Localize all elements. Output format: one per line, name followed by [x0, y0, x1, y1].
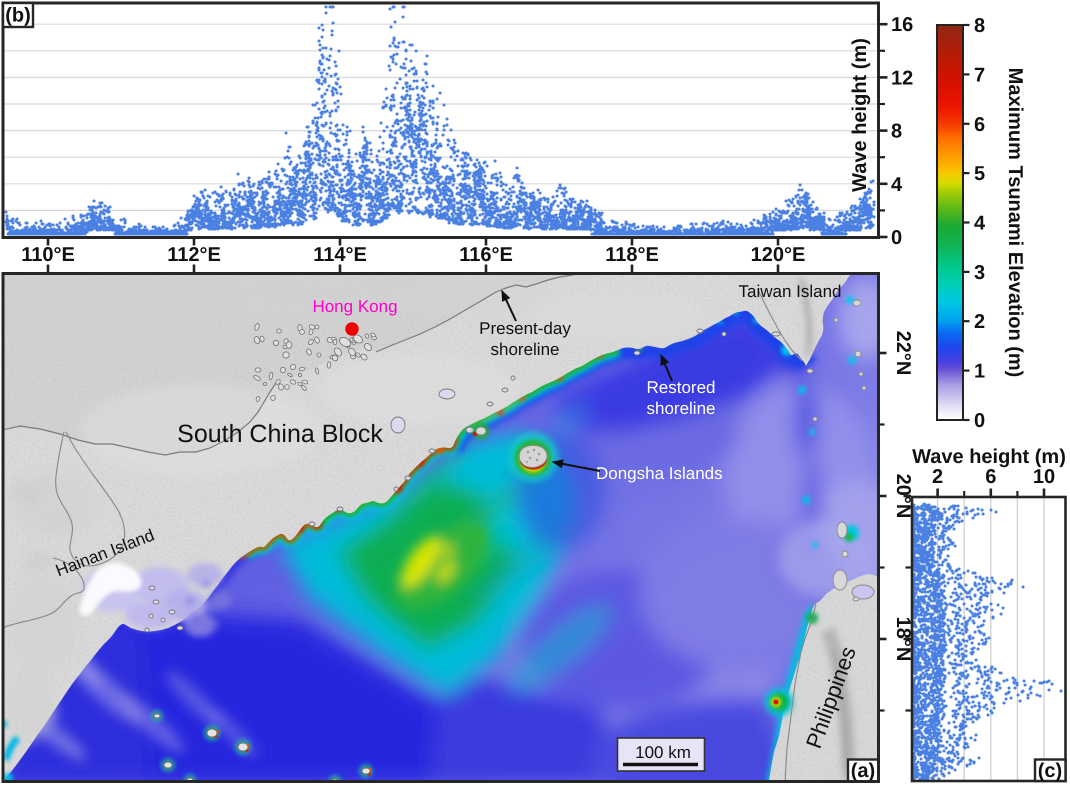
svg-text:5: 5 — [974, 163, 985, 185]
svg-text:114°E: 114°E — [313, 244, 367, 266]
svg-text:Maximum Tsunami Elevation (m): Maximum Tsunami Elevation (m) — [1004, 68, 1026, 378]
svg-text:Dongsha Islands: Dongsha Islands — [596, 464, 723, 483]
svg-text:112°E: 112°E — [167, 244, 221, 266]
svg-text:4: 4 — [974, 213, 986, 235]
svg-text:22°N: 22°N — [892, 331, 914, 376]
svg-text:3: 3 — [974, 262, 985, 284]
svg-text:16: 16 — [891, 14, 913, 36]
svg-text:2: 2 — [974, 311, 985, 333]
svg-text:8: 8 — [891, 121, 902, 143]
svg-text:shoreline: shoreline — [647, 399, 716, 418]
svg-text:1: 1 — [974, 361, 985, 383]
svg-text:(a): (a) — [851, 760, 875, 782]
svg-text:18°N: 18°N — [892, 617, 914, 662]
svg-text:8: 8 — [974, 15, 985, 37]
svg-text:118°E: 118°E — [605, 244, 659, 266]
svg-text:20°N: 20°N — [892, 474, 914, 519]
svg-text:100 km: 100 km — [635, 743, 691, 762]
svg-text:Present-day: Present-day — [479, 319, 571, 338]
svg-text:Restored: Restored — [647, 378, 716, 397]
svg-text:Wave height (m): Wave height (m) — [849, 38, 871, 192]
svg-text:6: 6 — [974, 114, 985, 136]
svg-text:116°E: 116°E — [459, 244, 513, 266]
svg-text:12: 12 — [891, 67, 913, 89]
svg-text:7: 7 — [974, 64, 985, 86]
svg-text:South China Block: South China Block — [177, 420, 383, 448]
svg-text:2: 2 — [932, 466, 943, 488]
svg-text:10: 10 — [1033, 466, 1055, 488]
svg-text:4: 4 — [891, 174, 903, 196]
svg-text:120°E: 120°E — [751, 244, 806, 266]
svg-text:6: 6 — [985, 466, 996, 488]
svg-text:Wave height (m): Wave height (m) — [912, 446, 1066, 468]
svg-text:0: 0 — [974, 410, 985, 432]
svg-text:(b): (b) — [5, 5, 31, 27]
svg-text:0: 0 — [891, 227, 902, 249]
svg-text:(c): (c) — [1038, 760, 1062, 782]
svg-text:Hong Kong: Hong Kong — [312, 297, 397, 316]
svg-text:shoreline: shoreline — [491, 340, 560, 359]
svg-text:110°E: 110°E — [21, 244, 75, 266]
svg-text:Taiwan Island: Taiwan Island — [738, 282, 841, 301]
